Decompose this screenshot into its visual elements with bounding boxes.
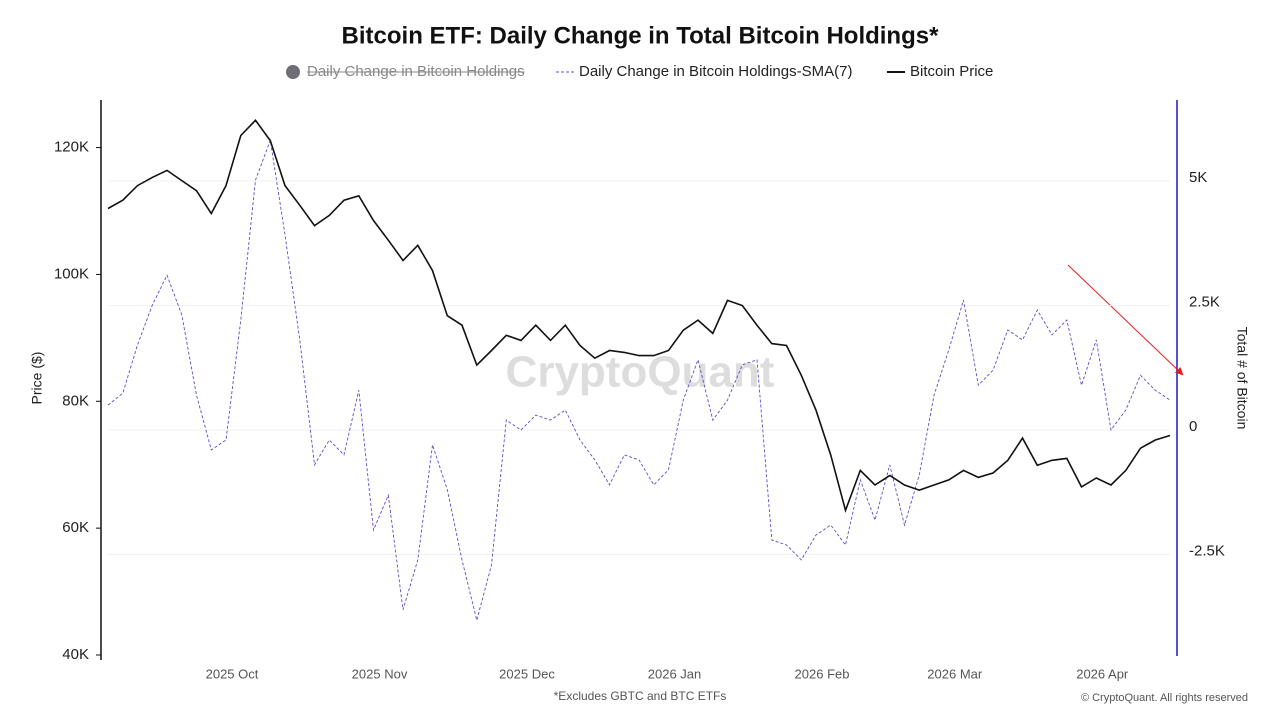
footnote: *Excludes GBTC and BTC ETFs xyxy=(554,689,727,703)
annotation-arrow xyxy=(1067,264,1184,376)
series-line xyxy=(107,119,1171,514)
y-tick-label: 60K xyxy=(62,519,89,536)
y-tick-label: 40K xyxy=(62,646,89,663)
x-tick-label: 2025 Oct xyxy=(206,666,259,681)
x-tick-label: 2026 Mar xyxy=(927,666,983,681)
y2-tick-label: -2.5K xyxy=(1189,542,1225,559)
y2-tick-label: 5K xyxy=(1189,169,1207,186)
chart-title: Bitcoin ETF: Daily Change in Total Bitco… xyxy=(342,22,940,49)
y2-axis-title: Total # of Bitcoin xyxy=(1234,327,1250,430)
y2-tick-label: 2.5K xyxy=(1189,294,1220,311)
y-axis-title: Price ($) xyxy=(29,352,45,405)
legend-marker[interactable] xyxy=(286,65,300,79)
series-line xyxy=(107,138,1171,621)
legend-label[interactable]: Bitcoin Price xyxy=(910,63,993,80)
x-tick-label: 2025 Dec xyxy=(499,666,555,681)
y-tick-label: 120K xyxy=(54,139,89,156)
credit: © CryptoQuant. All rights reserved xyxy=(1081,692,1248,704)
x-tick-label: 2026 Jan xyxy=(648,666,702,681)
x-tick-label: 2026 Apr xyxy=(1076,666,1129,681)
x-tick-label: 2026 Feb xyxy=(795,666,850,681)
y-tick-label: 100K xyxy=(54,265,89,282)
legend-label[interactable]: Daily Change in Bitcoin Holdings xyxy=(307,63,525,80)
y2-tick-label: 0 xyxy=(1189,418,1197,435)
y-tick-label: 80K xyxy=(62,392,89,409)
x-tick-label: 2025 Nov xyxy=(352,666,408,681)
legend-label[interactable]: Daily Change in Bitcoin Holdings-SMA(7) xyxy=(579,63,852,80)
